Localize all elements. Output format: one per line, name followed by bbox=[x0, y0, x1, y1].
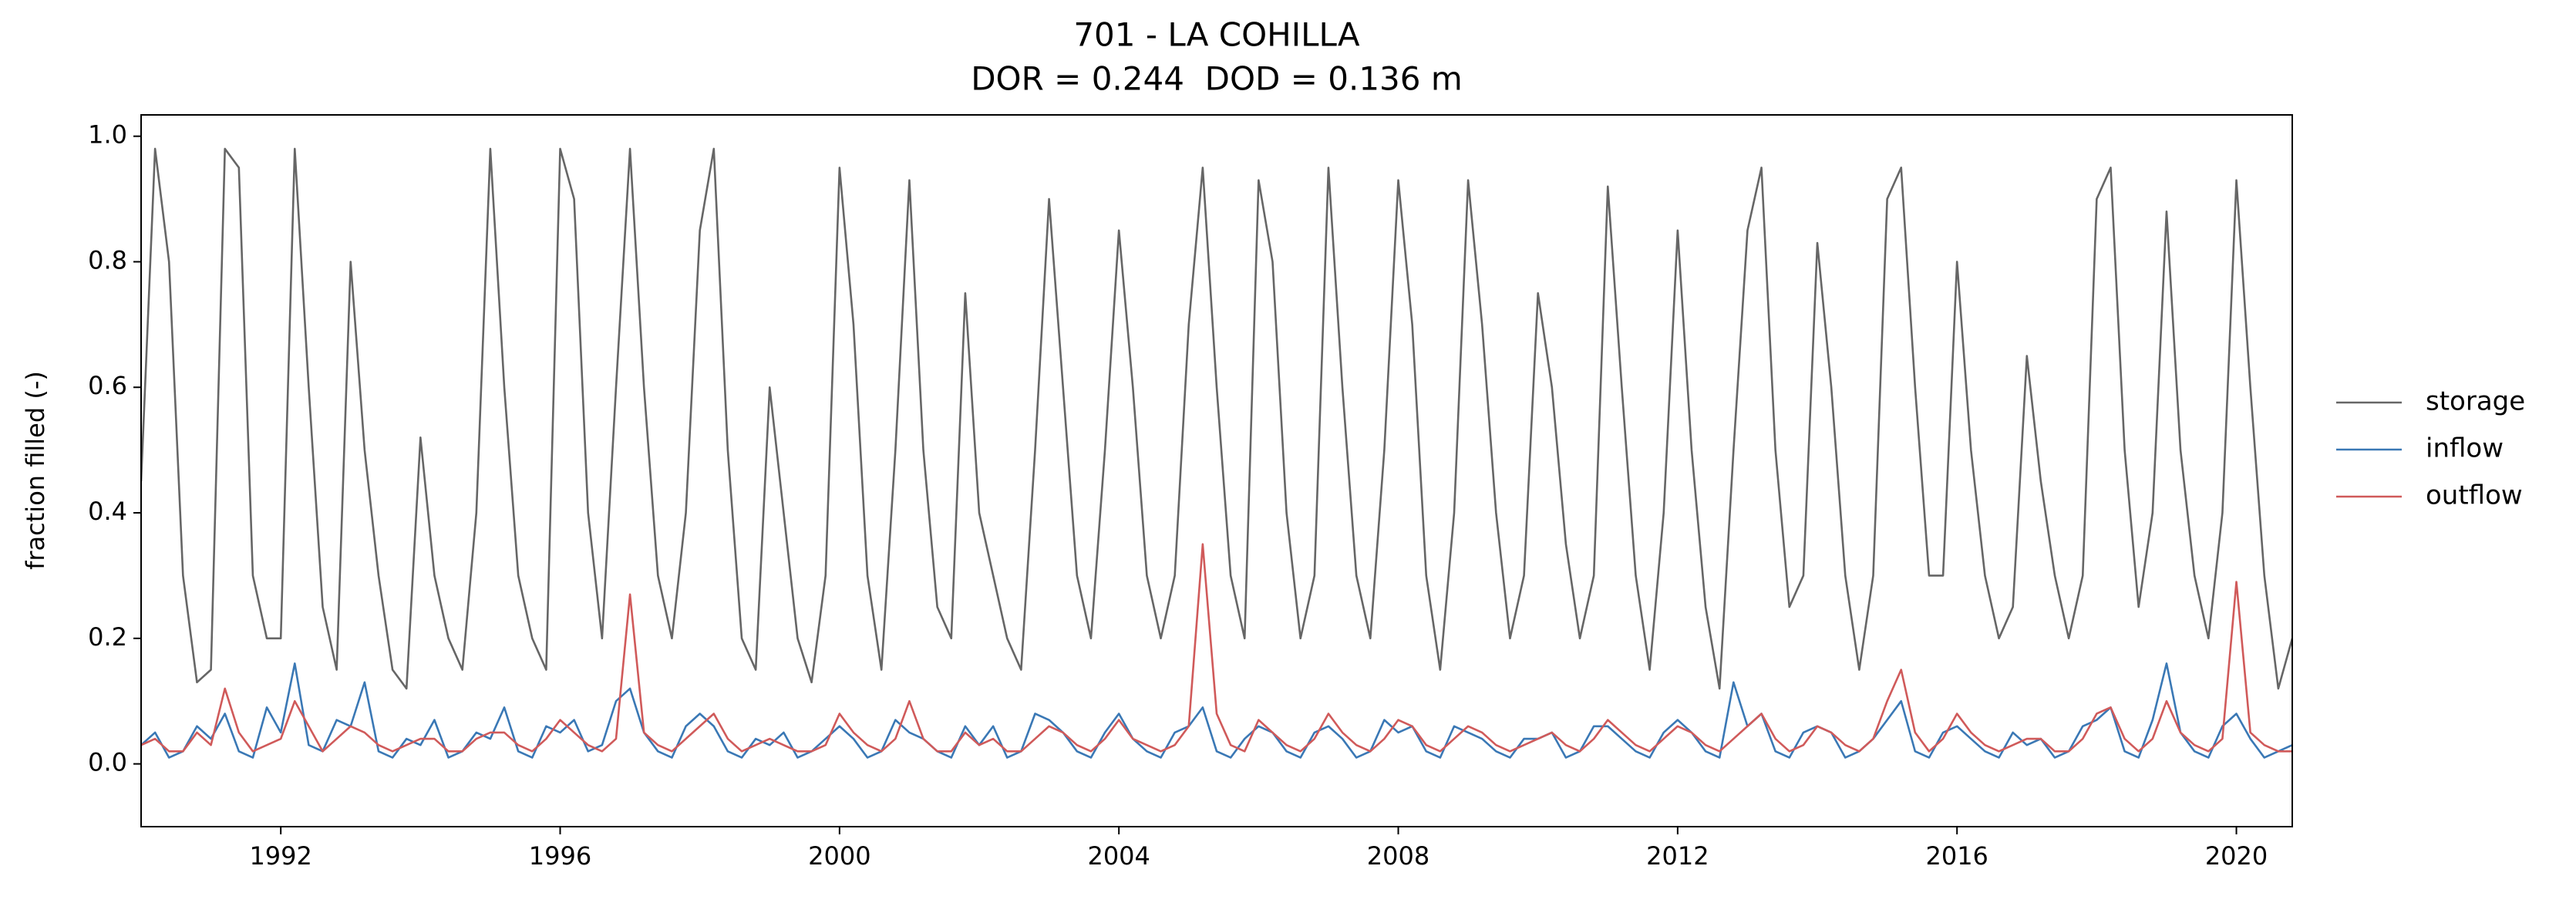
plot-frame bbox=[140, 114, 2293, 827]
series-line bbox=[141, 147, 2292, 690]
series-line bbox=[141, 543, 2292, 753]
y-axis-label: fraction filled (-) bbox=[21, 371, 50, 570]
y-tick-label: 0.0 bbox=[88, 748, 127, 777]
x-tick-label: 2016 bbox=[1925, 841, 1988, 871]
chart-title: 701 - LA COHILLA bbox=[1073, 16, 1360, 54]
x-tick-label: 1992 bbox=[249, 841, 311, 871]
x-tick-label: 2000 bbox=[808, 841, 870, 871]
legend-label: inflow bbox=[2426, 433, 2504, 464]
y-tick-label: 1.0 bbox=[88, 120, 127, 150]
series-line bbox=[141, 662, 2292, 759]
y-tick-label: 0.4 bbox=[88, 497, 127, 526]
x-tick-label: 2004 bbox=[1087, 841, 1150, 871]
x-tick-label: 2012 bbox=[1646, 841, 1709, 871]
chart-subtitle: DOR = 0.244 DOD = 0.136 m bbox=[971, 60, 1463, 98]
y-tick-label: 0.8 bbox=[88, 245, 127, 275]
y-tick-label: 0.2 bbox=[88, 622, 127, 652]
x-tick-label: 2008 bbox=[1367, 841, 1429, 871]
y-tick-label: 0.6 bbox=[88, 371, 127, 400]
legend-label: outflow bbox=[2426, 480, 2523, 511]
x-tick-label: 1996 bbox=[529, 841, 591, 871]
legend-label: storage bbox=[2426, 386, 2525, 417]
x-tick-label: 2020 bbox=[2205, 841, 2268, 871]
